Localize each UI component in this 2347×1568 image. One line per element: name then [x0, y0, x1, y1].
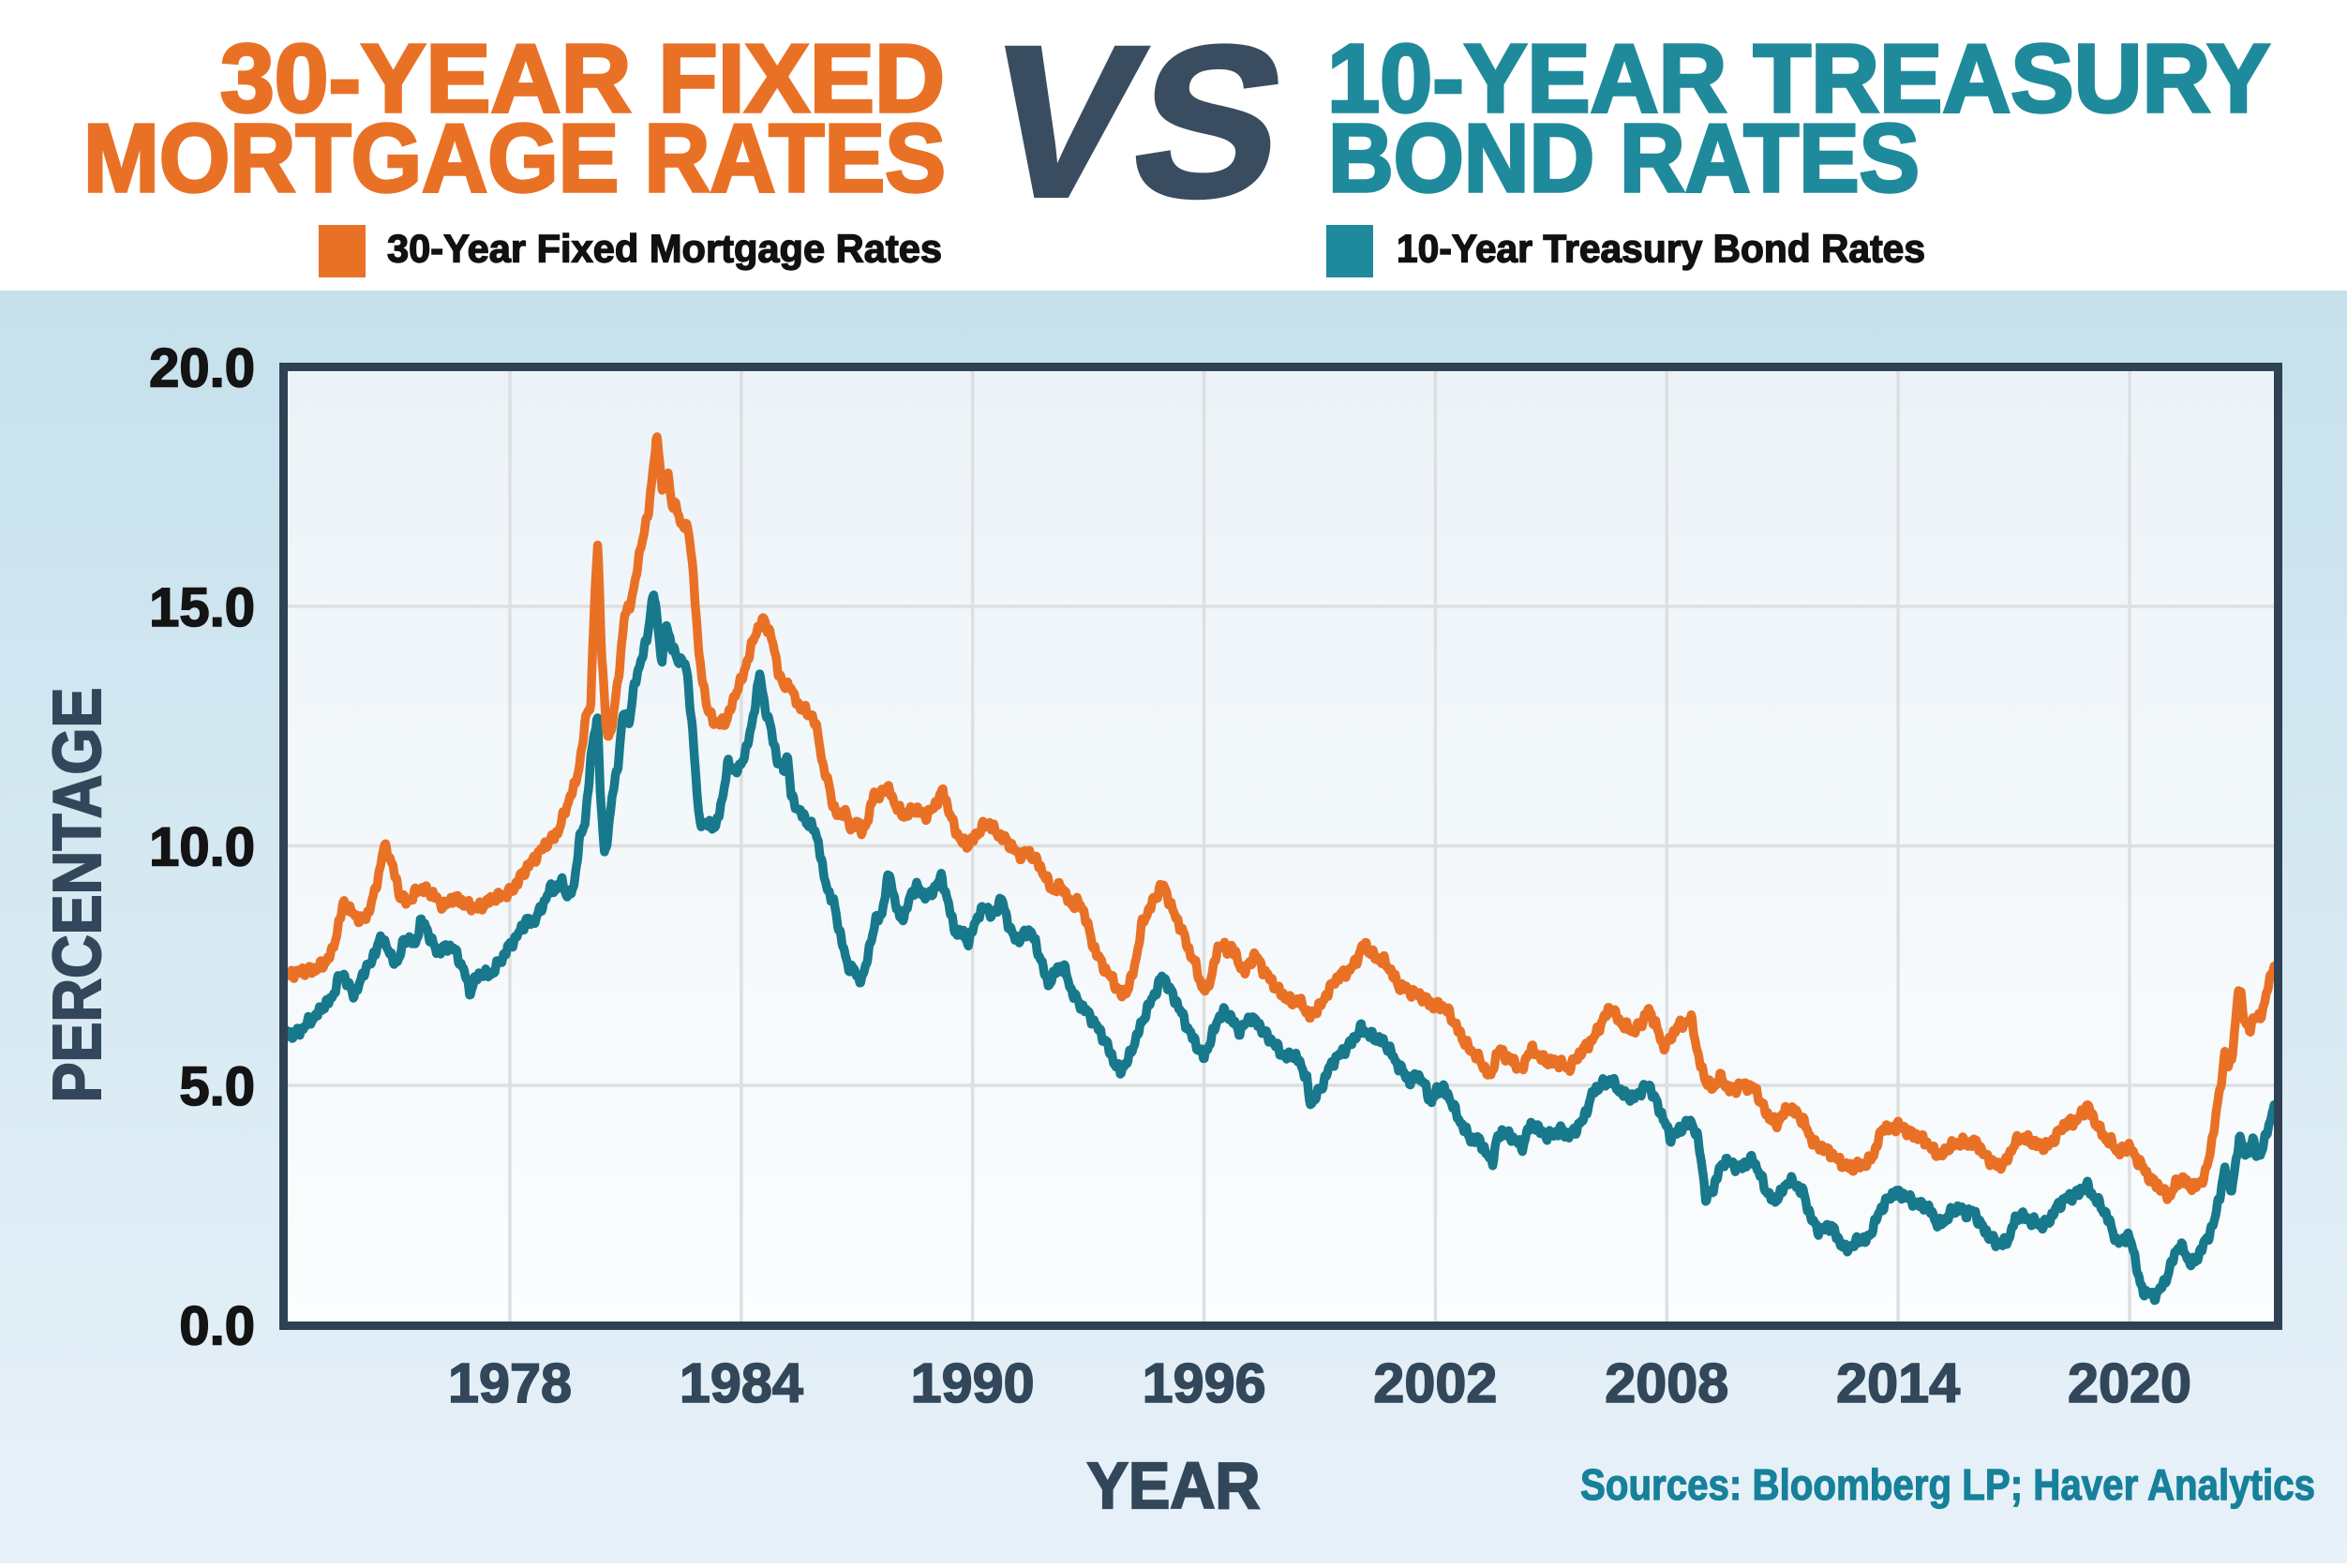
svg-text:15.0: 15.0	[149, 577, 255, 638]
svg-text:30-YEAR FIXED: 30-YEAR FIXED	[220, 24, 945, 132]
svg-text:1978: 1978	[448, 1352, 572, 1414]
svg-text:0.0: 0.0	[179, 1296, 255, 1357]
svg-text:1990: 1990	[911, 1352, 1035, 1414]
svg-text:2008: 2008	[1605, 1352, 1728, 1414]
svg-text:5.0: 5.0	[179, 1056, 255, 1117]
svg-text:YEAR: YEAR	[1087, 1449, 1261, 1522]
svg-text:BOND RATES: BOND RATES	[1328, 104, 1920, 212]
svg-text:1996: 1996	[1143, 1352, 1266, 1414]
svg-text:MORTGAGE RATES: MORTGAGE RATES	[83, 104, 946, 212]
svg-text:20.0: 20.0	[149, 338, 255, 399]
svg-text:2014: 2014	[1836, 1352, 1960, 1414]
svg-text:2020: 2020	[2068, 1352, 2191, 1414]
svg-text:10-YEAR TREASURY: 10-YEAR TREASURY	[1327, 24, 2270, 132]
svg-text:10.0: 10.0	[149, 817, 255, 878]
svg-text:1984: 1984	[680, 1352, 803, 1414]
svg-text:PERCENTAGE: PERCENTAGE	[40, 688, 115, 1103]
svg-text:2002: 2002	[1373, 1352, 1497, 1414]
svg-text:Sources: Bloomberg LP; Haver A: Sources: Bloomberg LP; Haver Analytics	[1580, 1460, 2315, 1509]
svg-text:10-Year Treasury Bond Rates: 10-Year Treasury Bond Rates	[1397, 227, 1925, 271]
svg-text:30-Year Fixed Mortgage Rates: 30-Year Fixed Mortgage Rates	[387, 227, 942, 271]
